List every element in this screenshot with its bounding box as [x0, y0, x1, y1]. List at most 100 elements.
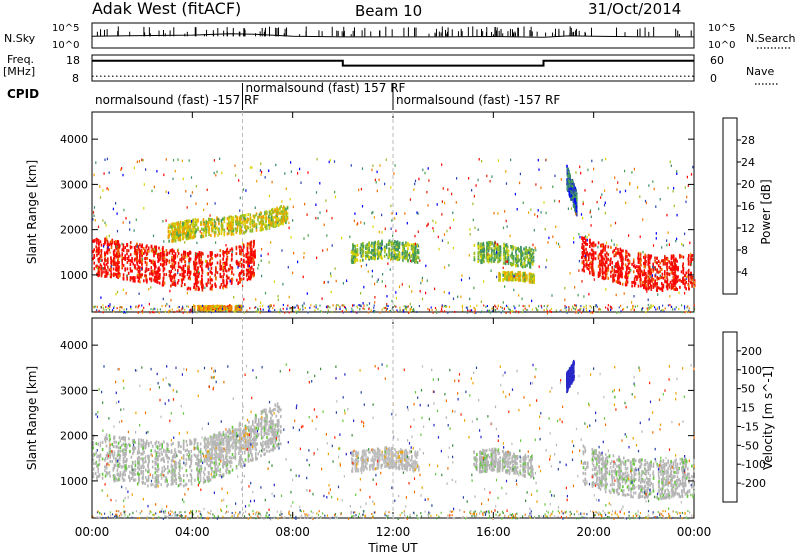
data-cell	[200, 227, 203, 231]
data-cell	[111, 241, 114, 245]
data-cell	[182, 226, 185, 230]
data-cell	[398, 243, 400, 247]
data-cell	[657, 264, 660, 268]
data-cell	[207, 278, 210, 282]
data-cell	[396, 247, 399, 251]
data-cell	[633, 264, 636, 268]
data-cell	[255, 228, 258, 232]
data-cell	[379, 246, 381, 249]
data-cell	[93, 254, 95, 257]
data-cell	[639, 272, 642, 276]
data-cell	[188, 275, 191, 279]
data-cell	[133, 246, 136, 249]
data-cell	[99, 254, 102, 258]
data-cell	[203, 306, 205, 310]
data-cell	[215, 254, 217, 258]
data-cell	[107, 261, 109, 265]
data-cell	[573, 237, 575, 240]
data-cell	[259, 226, 262, 230]
data-cell	[268, 218, 270, 222]
data-cell	[196, 261, 198, 265]
data-cell	[523, 276, 525, 280]
data-cell	[241, 220, 244, 224]
data-cell	[670, 261, 673, 265]
data-cell	[245, 220, 248, 224]
data-cell	[654, 256, 656, 260]
data-cell	[248, 264, 250, 268]
data-cell	[362, 241, 364, 245]
data-cell	[209, 305, 212, 309]
data-cell	[365, 256, 367, 260]
data-cell	[198, 261, 201, 265]
data-cell	[174, 231, 176, 235]
data-cell	[619, 255, 621, 259]
data-cell	[194, 266, 197, 270]
data-cell	[246, 268, 249, 272]
data-cell	[242, 243, 245, 247]
data-cell	[482, 247, 484, 251]
data-cell	[240, 221, 243, 225]
data-cell	[280, 210, 283, 214]
data-cell	[489, 246, 491, 250]
data-cell	[532, 260, 534, 264]
data-cell	[512, 274, 514, 278]
data-cell	[159, 258, 161, 262]
data-cell	[408, 253, 410, 257]
data-cell	[184, 221, 187, 225]
data-cell	[504, 257, 507, 261]
data-cell	[514, 192, 516, 196]
data-cell	[236, 262, 238, 266]
data-cell	[477, 243, 479, 247]
data-cell	[104, 274, 106, 278]
data-cell	[221, 217, 224, 221]
data-cell	[129, 276, 132, 280]
data-cell	[632, 258, 635, 262]
data-cell	[354, 250, 357, 254]
data-cell	[270, 223, 273, 227]
data-cell	[489, 259, 491, 263]
data-cell	[574, 193, 577, 197]
data-cell	[657, 270, 660, 274]
data-cell	[418, 177, 420, 181]
data-cell	[96, 239, 98, 243]
data-cell	[520, 249, 523, 252]
data-cell	[98, 271, 100, 275]
data-cell	[252, 259, 255, 263]
data-cell	[270, 215, 273, 219]
data-cell	[603, 277, 605, 281]
data-cell	[104, 266, 106, 270]
data-cell	[183, 221, 185, 225]
data-cell	[189, 234, 191, 237]
data-cell	[371, 257, 373, 260]
data-cell	[572, 196, 574, 200]
data-cell	[232, 216, 234, 220]
data-cell	[163, 173, 165, 177]
data-cell	[266, 216, 268, 220]
data-cell	[594, 243, 597, 247]
data-cell	[236, 219, 239, 222]
data-cell	[117, 269, 120, 273]
data-cell	[228, 218, 230, 222]
data-cell	[641, 273, 644, 277]
data-cell	[228, 223, 230, 227]
data-cell	[132, 262, 135, 266]
data-cell	[174, 223, 177, 227]
data-cell	[496, 246, 499, 250]
data-cell	[144, 249, 146, 252]
data-cell	[145, 256, 147, 260]
data-cell	[412, 245, 414, 249]
data-cell	[100, 264, 103, 268]
data-cell	[249, 251, 252, 254]
data-cell	[472, 218, 474, 222]
data-cell	[406, 253, 408, 257]
data-cell	[489, 242, 491, 246]
data-cell	[414, 234, 416, 238]
data-cell	[437, 235, 439, 239]
data-cell	[215, 269, 217, 273]
data-cell	[416, 244, 419, 248]
data-cell	[493, 256, 495, 260]
data-cell	[103, 270, 105, 274]
data-cell	[226, 217, 229, 220]
data-cell	[569, 178, 571, 182]
data-cell	[252, 245, 255, 249]
